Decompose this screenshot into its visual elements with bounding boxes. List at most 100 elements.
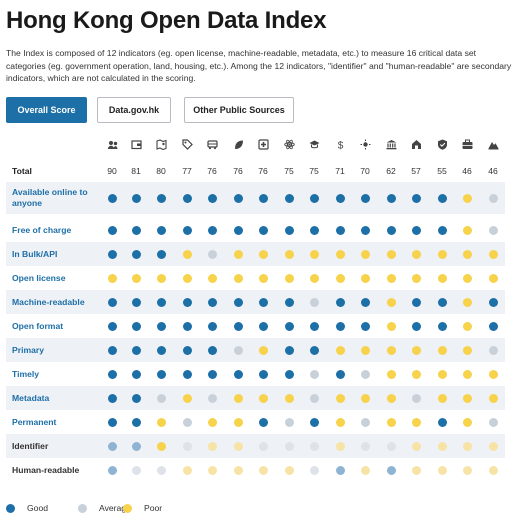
rating-dot[interactable]	[309, 249, 319, 259]
rating-dot[interactable]	[233, 273, 243, 283]
rating-dot[interactable]	[107, 225, 117, 235]
rating-dot[interactable]	[156, 225, 166, 235]
rating-dot[interactable]	[437, 393, 447, 403]
housing-icon[interactable]	[409, 137, 423, 151]
rating-dot[interactable]	[462, 417, 472, 427]
rating-dot[interactable]	[437, 417, 447, 427]
rating-dot[interactable]	[488, 465, 498, 475]
rating-dot[interactable]	[386, 225, 396, 235]
indicator-label[interactable]: Timely	[12, 368, 40, 379]
rating-dot[interactable]	[309, 417, 319, 427]
dollar-icon[interactable]: $	[333, 137, 347, 151]
rating-dot[interactable]	[488, 441, 498, 451]
indicator-label[interactable]: Free of charge	[12, 224, 72, 235]
rating-dot[interactable]	[309, 273, 319, 283]
rating-dot[interactable]	[360, 249, 370, 259]
rating-dot[interactable]	[386, 393, 396, 403]
rating-dot[interactable]	[335, 273, 345, 283]
rating-dot[interactable]	[462, 369, 472, 379]
rating-dot[interactable]	[411, 465, 421, 475]
rating-dot[interactable]	[360, 321, 370, 331]
rating-dot[interactable]	[284, 225, 294, 235]
rating-dot[interactable]	[488, 297, 498, 307]
rating-dot[interactable]	[335, 369, 345, 379]
rating-dot[interactable]	[233, 345, 243, 355]
rating-dot[interactable]	[335, 465, 345, 475]
people-icon[interactable]	[105, 137, 119, 151]
rating-dot[interactable]	[207, 393, 217, 403]
rating-dot[interactable]	[335, 193, 345, 203]
rating-dot[interactable]	[284, 297, 294, 307]
rating-dot[interactable]	[107, 297, 117, 307]
rating-dot[interactable]	[411, 193, 421, 203]
rating-dot[interactable]	[233, 465, 243, 475]
rating-dot[interactable]	[284, 465, 294, 475]
rating-dot[interactable]	[284, 193, 294, 203]
rating-dot[interactable]	[107, 193, 117, 203]
rating-dot[interactable]	[182, 393, 192, 403]
health-icon[interactable]	[256, 137, 270, 151]
rating-dot[interactable]	[437, 273, 447, 283]
rating-dot[interactable]	[207, 369, 217, 379]
rating-dot[interactable]	[284, 273, 294, 283]
rating-dot[interactable]	[156, 297, 166, 307]
rating-dot[interactable]	[182, 273, 192, 283]
rating-dot[interactable]	[437, 345, 447, 355]
rating-dot[interactable]	[360, 345, 370, 355]
map-icon[interactable]	[154, 137, 168, 151]
rating-dot[interactable]	[462, 273, 472, 283]
rating-dot[interactable]	[258, 345, 268, 355]
rating-dot[interactable]	[182, 417, 192, 427]
rating-dot[interactable]	[182, 249, 192, 259]
rating-dot[interactable]	[233, 225, 243, 235]
rating-dot[interactable]	[437, 441, 447, 451]
rating-dot[interactable]	[437, 297, 447, 307]
rating-dot[interactable]	[156, 273, 166, 283]
rating-dot[interactable]	[488, 273, 498, 283]
rating-dot[interactable]	[386, 465, 396, 475]
rating-dot[interactable]	[411, 297, 421, 307]
rating-dot[interactable]	[233, 193, 243, 203]
rating-dot[interactable]	[107, 249, 117, 259]
rating-dot[interactable]	[131, 273, 141, 283]
rating-dot[interactable]	[207, 225, 217, 235]
rating-dot[interactable]	[411, 393, 421, 403]
rating-dot[interactable]	[156, 465, 166, 475]
rating-dot[interactable]	[309, 393, 319, 403]
rating-dot[interactable]	[335, 321, 345, 331]
rating-dot[interactable]	[258, 465, 268, 475]
rating-dot[interactable]	[156, 369, 166, 379]
rating-dot[interactable]	[131, 465, 141, 475]
rating-dot[interactable]	[360, 417, 370, 427]
rating-dot[interactable]	[386, 249, 396, 259]
rating-dot[interactable]	[462, 465, 472, 475]
rating-dot[interactable]	[258, 249, 268, 259]
rating-dot[interactable]	[207, 249, 217, 259]
rating-dot[interactable]	[233, 321, 243, 331]
rating-dot[interactable]	[309, 369, 319, 379]
rating-dot[interactable]	[207, 465, 217, 475]
rating-dot[interactable]	[309, 225, 319, 235]
rating-dot[interactable]	[207, 441, 217, 451]
rating-dot[interactable]	[131, 393, 141, 403]
rating-dot[interactable]	[411, 273, 421, 283]
rating-dot[interactable]	[386, 193, 396, 203]
rating-dot[interactable]	[258, 393, 268, 403]
rating-dot[interactable]	[258, 273, 268, 283]
rating-dot[interactable]	[309, 193, 319, 203]
indicator-label[interactable]: Permanent	[12, 416, 57, 427]
rating-dot[interactable]	[309, 441, 319, 451]
indicator-label[interactable]: Open format	[12, 320, 64, 331]
rating-dot[interactable]	[437, 193, 447, 203]
rating-dot[interactable]	[258, 417, 268, 427]
rating-dot[interactable]	[284, 345, 294, 355]
rating-dot[interactable]	[386, 441, 396, 451]
rating-dot[interactable]	[182, 465, 192, 475]
rating-dot[interactable]	[182, 369, 192, 379]
rating-dot[interactable]	[182, 345, 192, 355]
rating-dot[interactable]	[360, 393, 370, 403]
rating-dot[interactable]	[360, 441, 370, 451]
rating-dot[interactable]	[335, 393, 345, 403]
rating-dot[interactable]	[437, 369, 447, 379]
rating-dot[interactable]	[437, 225, 447, 235]
